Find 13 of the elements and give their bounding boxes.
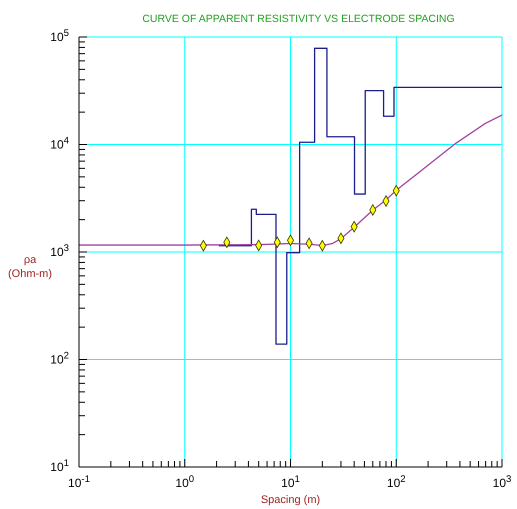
x-tick-label: 10$^{0}$ — [175, 474, 194, 490]
y-tick-label: 10$^{4}$ — [50, 135, 70, 152]
y-tick-label: 10$^{5}$ — [50, 28, 69, 44]
y-tick-label: 10$^{2}$ — [50, 350, 69, 366]
x-tick-label: 10$^{3}$ — [492, 474, 512, 490]
x-axis-title: Spacing (m) — [260, 494, 320, 506]
y-axis-title: ρa (Ohm-m) — [8, 254, 52, 280]
x-tick-label: 10$^{-1}$ — [68, 474, 90, 490]
y-tick-label: 10$^{1}$ — [50, 458, 69, 474]
chart-title: CURVE OF APPARENT RESISTIVITY VS ELECTRODE SPACING — [142, 13, 455, 25]
x-tick-label: 10$^{1}$ — [281, 474, 300, 490]
y-tick-label: 10$^{3}$ — [50, 242, 69, 259]
x-tick-label: 10$^{2}$ — [386, 474, 406, 490]
